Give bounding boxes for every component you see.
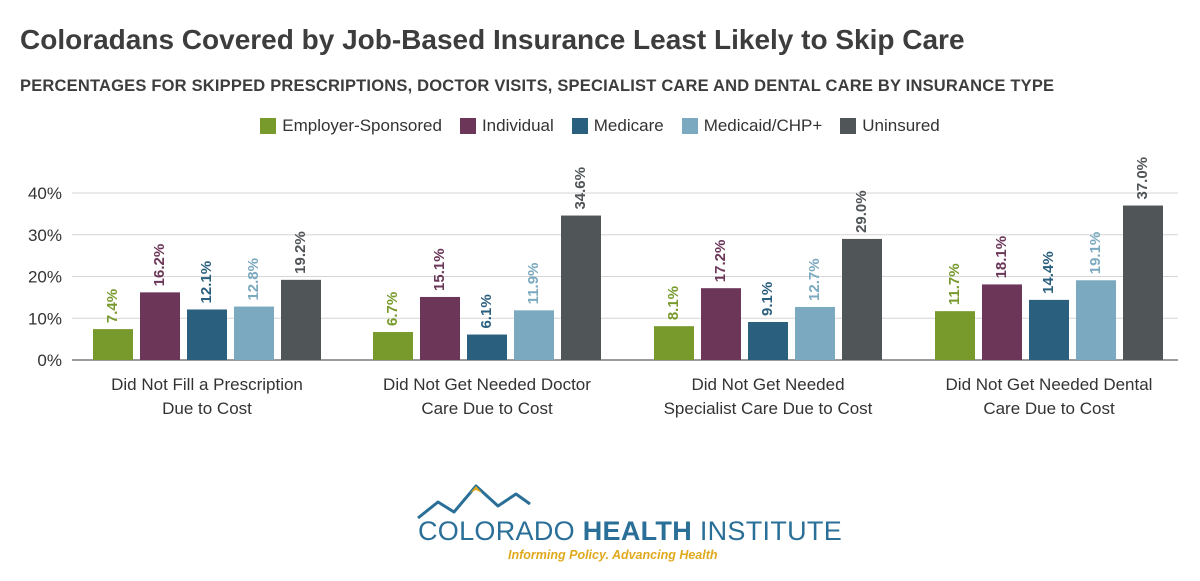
chart-subtitle: PERCENTAGES FOR SKIPPED PRESCRIPTIONS, D… — [20, 77, 1055, 95]
data-label: 19.1% — [1087, 232, 1104, 275]
chart-legend: Employer-Sponsored Individual Medicare Medi… — [0, 116, 1200, 136]
bar — [748, 322, 788, 360]
bar — [420, 296, 460, 360]
x-tick-label: Care Due to Cost — [983, 399, 1115, 418]
bar-chart: 0% 10% 20% 30% 40% 7.4% 16.2% 12.1% 12.8% 19.2% Di… — [28, 157, 1178, 418]
data-label: 6.7% — [384, 292, 401, 326]
bar — [701, 288, 741, 360]
bar — [654, 326, 694, 360]
bar — [140, 292, 180, 360]
data-label: 14.4% — [1040, 251, 1057, 294]
data-label: 8.1% — [665, 286, 682, 320]
legend-swatch — [571, 118, 588, 134]
legend-label: Medicare — [593, 116, 664, 135]
bar — [467, 334, 507, 360]
data-label: 16.2% — [151, 244, 168, 287]
legend-swatch — [260, 118, 277, 134]
x-tick-label: Did Not Get Needed Doctor — [383, 375, 591, 394]
x-tick-label: Did Not Fill a Prescription — [111, 375, 303, 394]
legend-label: Individual — [481, 116, 554, 135]
data-label: 18.1% — [993, 236, 1010, 279]
x-tick-label: Did Not Get Needed — [691, 375, 844, 394]
bar — [281, 279, 321, 360]
x-tick-label: Care Due to Cost — [421, 399, 553, 418]
data-label: 29.0% — [853, 190, 870, 233]
bar — [1029, 299, 1069, 360]
data-label: 11.9% — [525, 263, 542, 305]
x-tick-label: Did Not Get Needed Dental — [946, 375, 1153, 394]
bar — [373, 332, 413, 360]
bar — [1123, 205, 1163, 360]
bar — [514, 310, 554, 360]
chart-title: Coloradans Covered by Job-Based Insuranc… — [20, 24, 965, 55]
x-tick-label: Specialist Care Due to Cost — [664, 399, 873, 418]
legend-item: Employer-Sponsored — [260, 116, 442, 136]
legend-item: Medicare — [571, 116, 664, 136]
logo: COLORADO HEALTH INSTITUTE Informing Poli… — [410, 480, 842, 570]
data-label: 37.0% — [1134, 157, 1151, 200]
legend-label: Uninsured — [862, 116, 940, 135]
bar — [842, 238, 882, 360]
logo-tagline: Informing Policy. Advancing Health — [508, 548, 718, 562]
mountain-logo-icon — [417, 484, 531, 520]
legend-label: Medicaid/CHP+ — [703, 116, 823, 135]
data-label: 12.1% — [198, 261, 215, 304]
bar — [93, 329, 133, 360]
bar — [982, 284, 1022, 360]
y-tick-label: 40% — [28, 184, 62, 203]
bar — [1076, 280, 1116, 360]
bar — [795, 306, 835, 360]
bar — [234, 306, 274, 360]
legend-swatch — [840, 118, 857, 134]
y-tick-label: 30% — [28, 226, 62, 245]
y-tick-label: 0% — [37, 351, 62, 370]
data-label: 19.2% — [292, 231, 309, 274]
legend-item: Uninsured — [840, 116, 940, 136]
bar — [187, 309, 227, 360]
data-label: 7.4% — [104, 289, 121, 323]
data-label: 17.2% — [712, 240, 729, 283]
legend-item: Individual — [459, 116, 554, 136]
logo-name: COLORADO HEALTH INSTITUTE — [418, 516, 843, 546]
x-tick-label: Due to Cost — [162, 399, 252, 418]
y-tick-label: 20% — [28, 268, 62, 287]
y-tick-label: 10% — [28, 309, 62, 328]
data-label: 6.1% — [478, 294, 495, 328]
bar — [935, 311, 975, 360]
bar — [561, 215, 601, 360]
data-label: 15.1% — [431, 248, 448, 291]
data-label: 11.7% — [946, 263, 963, 305]
legend-label: Employer-Sponsored — [282, 116, 442, 135]
data-label: 34.6% — [572, 167, 589, 210]
legend-swatch — [681, 118, 698, 134]
data-label: 12.7% — [806, 258, 823, 301]
data-label: 9.1% — [759, 282, 776, 316]
legend-swatch — [459, 118, 476, 134]
data-label: 12.8% — [245, 258, 262, 301]
legend-item: Medicaid/CHP+ — [681, 116, 823, 136]
